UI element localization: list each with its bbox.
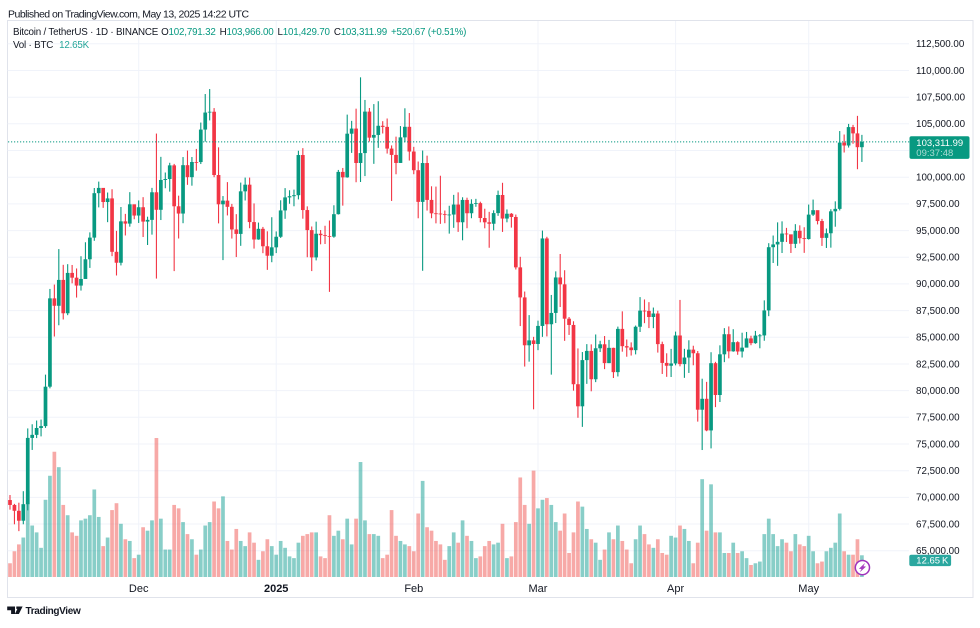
- svg-text:97,500.00: 97,500.00: [916, 199, 960, 210]
- svg-text:87,500.00: 87,500.00: [916, 306, 960, 317]
- svg-text:Feb: Feb: [404, 583, 423, 595]
- svg-text:TradingView: TradingView: [26, 606, 81, 617]
- svg-text:105,000.00: 105,000.00: [916, 119, 966, 130]
- svg-text:80,000.00: 80,000.00: [916, 386, 960, 397]
- svg-text:110,000.00: 110,000.00: [916, 66, 965, 77]
- svg-text:Apr: Apr: [667, 583, 684, 595]
- svg-text:85,000.00: 85,000.00: [916, 333, 960, 344]
- svg-text:Bitcoin / TetherUS · 1D · BINA: Bitcoin / TetherUS · 1D · BINANCE O102,79…: [13, 27, 466, 38]
- svg-text:100,000.00: 100,000.00: [916, 173, 966, 184]
- svg-text:95,000.00: 95,000.00: [916, 226, 960, 237]
- svg-text:90,000.00: 90,000.00: [916, 279, 960, 290]
- svg-text:2025: 2025: [264, 583, 288, 595]
- svg-text:May: May: [798, 583, 819, 595]
- svg-text:Mar: Mar: [529, 583, 548, 595]
- svg-text:72,500.00: 72,500.00: [916, 466, 960, 477]
- svg-text:107,500.00: 107,500.00: [916, 93, 966, 104]
- svg-text:65,000.00: 65,000.00: [916, 546, 960, 557]
- svg-text:92,500.00: 92,500.00: [916, 253, 960, 264]
- svg-text:Dec: Dec: [129, 583, 149, 595]
- svg-text:12.65 K: 12.65 K: [916, 556, 949, 567]
- svg-text:103,311.99: 103,311.99: [916, 138, 963, 149]
- svg-text:70,000.00: 70,000.00: [916, 493, 960, 504]
- svg-text:77,500.00: 77,500.00: [916, 413, 960, 424]
- svg-text:09:37:48: 09:37:48: [916, 148, 953, 159]
- svg-text:75,000.00: 75,000.00: [916, 439, 960, 450]
- svg-text:82,500.00: 82,500.00: [916, 359, 960, 370]
- svg-text:112,500.00: 112,500.00: [916, 39, 965, 50]
- svg-text:67,500.00: 67,500.00: [916, 519, 960, 530]
- svg-text:Published on TradingView.com,: Published on TradingView.com, May 13, 20…: [8, 8, 249, 20]
